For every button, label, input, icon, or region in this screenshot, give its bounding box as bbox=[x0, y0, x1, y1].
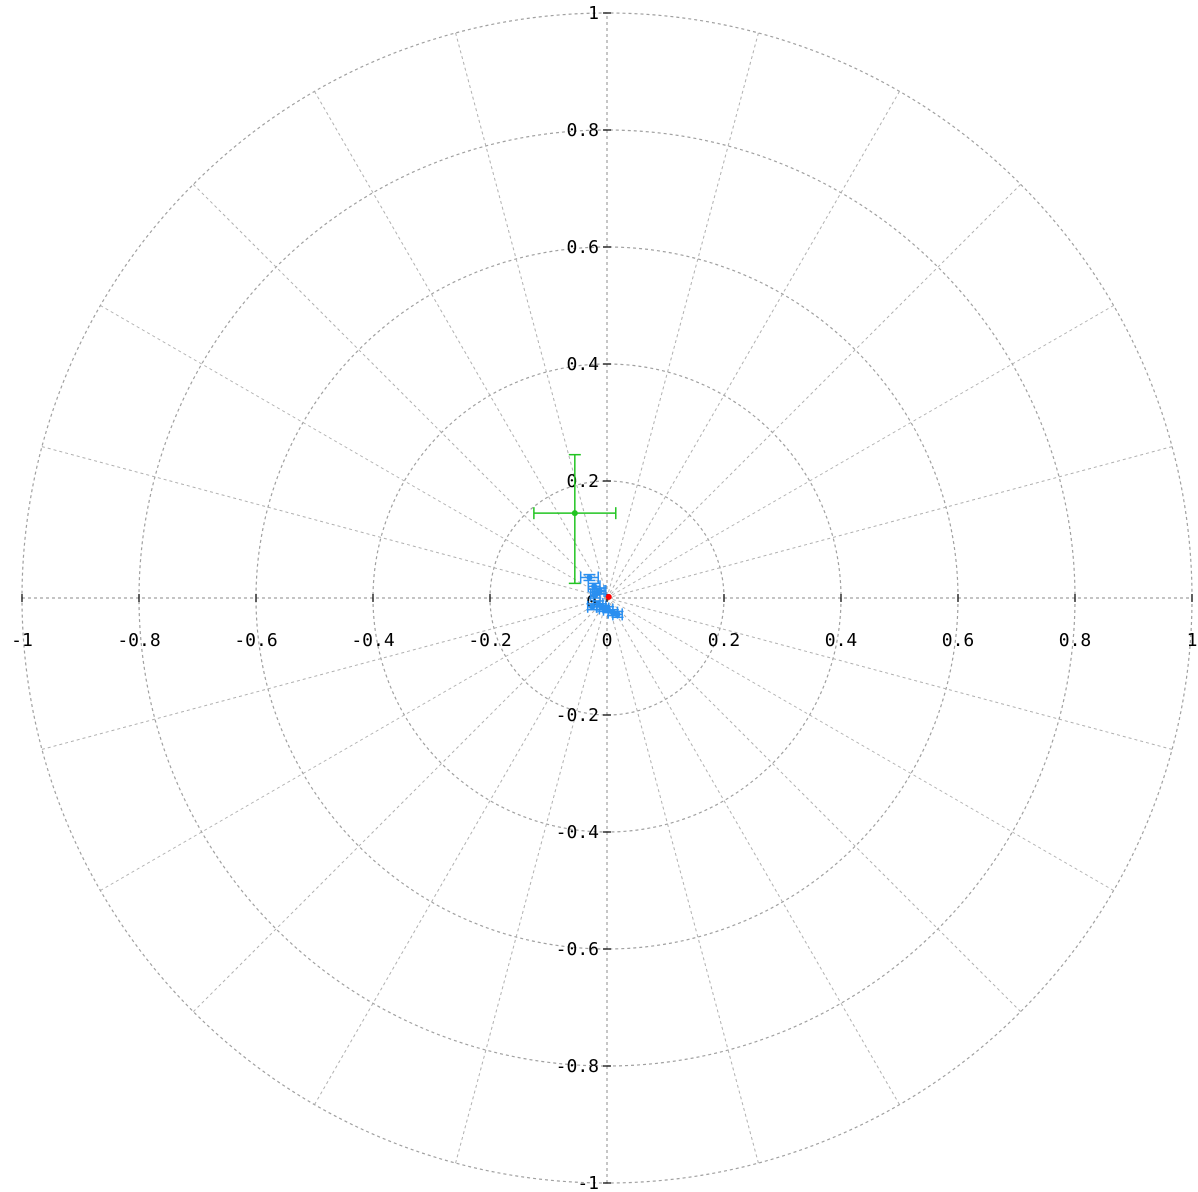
grid-spoke bbox=[192, 183, 608, 599]
grid-spoke bbox=[314, 91, 608, 599]
grid-spoke bbox=[606, 305, 1114, 599]
y-tick-label: -0.8 bbox=[556, 1056, 599, 1077]
data-series bbox=[605, 593, 612, 600]
x-tick-label: -0.8 bbox=[117, 630, 160, 651]
x-tick-label: -0.4 bbox=[351, 630, 394, 651]
grid-spoke bbox=[606, 597, 759, 1164]
grid-spoke bbox=[606, 597, 1173, 750]
y-tick-label: 0.2 bbox=[566, 471, 599, 492]
grid-spoke bbox=[606, 597, 1022, 1013]
data-point bbox=[614, 611, 621, 618]
y-tick-label: -1 bbox=[577, 1173, 599, 1192]
grid-spoke bbox=[455, 597, 608, 1164]
x-tick-label: -0.6 bbox=[234, 630, 277, 651]
grid-spoke bbox=[606, 597, 900, 1105]
data-series bbox=[533, 453, 617, 585]
x-tick-label: -1 bbox=[11, 630, 33, 651]
data-point bbox=[589, 603, 596, 610]
data-point bbox=[592, 592, 599, 599]
y-tick-label: 0.4 bbox=[566, 354, 599, 375]
grid-spoke bbox=[100, 305, 608, 599]
grid-spoke bbox=[606, 183, 1022, 599]
tick-labels: -1 -0.8 -0.6 -0.4 -0.2 0 0.2 0.4 0.6 0.8 1 1 0.8 0.6 0… bbox=[11, 3, 1197, 1192]
data-points bbox=[533, 453, 624, 621]
x-tick-label: 0.2 bbox=[708, 630, 741, 651]
grid-spoke bbox=[192, 597, 608, 1013]
data-point bbox=[605, 593, 612, 600]
x-tick-label: 1 bbox=[1187, 630, 1198, 651]
data-series bbox=[579, 571, 624, 621]
y-tick-label: -0.2 bbox=[556, 705, 599, 726]
grid-spoke bbox=[41, 597, 608, 750]
y-tick-label: -0.6 bbox=[556, 939, 599, 960]
y-tick-label: 1 bbox=[588, 3, 599, 24]
y-tick-label: -0.4 bbox=[556, 822, 599, 843]
y-tick-label: 0.8 bbox=[566, 120, 599, 141]
grid-spoke bbox=[606, 32, 759, 599]
data-point bbox=[586, 574, 593, 581]
x-tick-label: 0.4 bbox=[825, 630, 858, 651]
x-tick-label: -0.2 bbox=[468, 630, 511, 651]
y-tick-label: 0.6 bbox=[566, 237, 599, 258]
grid-spoke bbox=[314, 597, 608, 1105]
grid-spoke bbox=[41, 446, 608, 599]
data-point bbox=[571, 510, 578, 517]
grid-spoke bbox=[606, 91, 900, 599]
grid-spoke bbox=[606, 597, 1114, 891]
grid-spoke bbox=[455, 32, 608, 599]
grid-spoke bbox=[606, 446, 1173, 599]
grid-spoke bbox=[100, 597, 608, 891]
x-tick-label: 0.8 bbox=[1059, 630, 1092, 651]
x-tick-label: 0 bbox=[602, 630, 613, 651]
origin-label: 0 bbox=[586, 592, 597, 613]
x-tick-label: 0.6 bbox=[942, 630, 975, 651]
